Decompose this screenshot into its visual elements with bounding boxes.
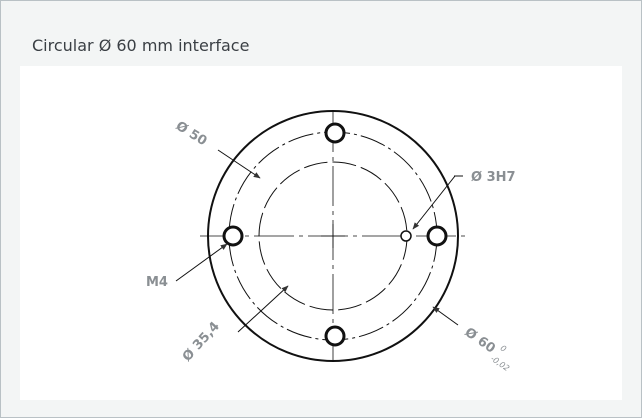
drawing — [175, 110, 466, 362]
label-d3h7: Ø 3H7 — [471, 170, 516, 185]
panel — [20, 66, 622, 400]
label-m4: M4 — [146, 275, 168, 290]
tolerance-upper: 0 — [499, 344, 508, 354]
title: Circular Ø 60 mm interface — [32, 36, 249, 55]
